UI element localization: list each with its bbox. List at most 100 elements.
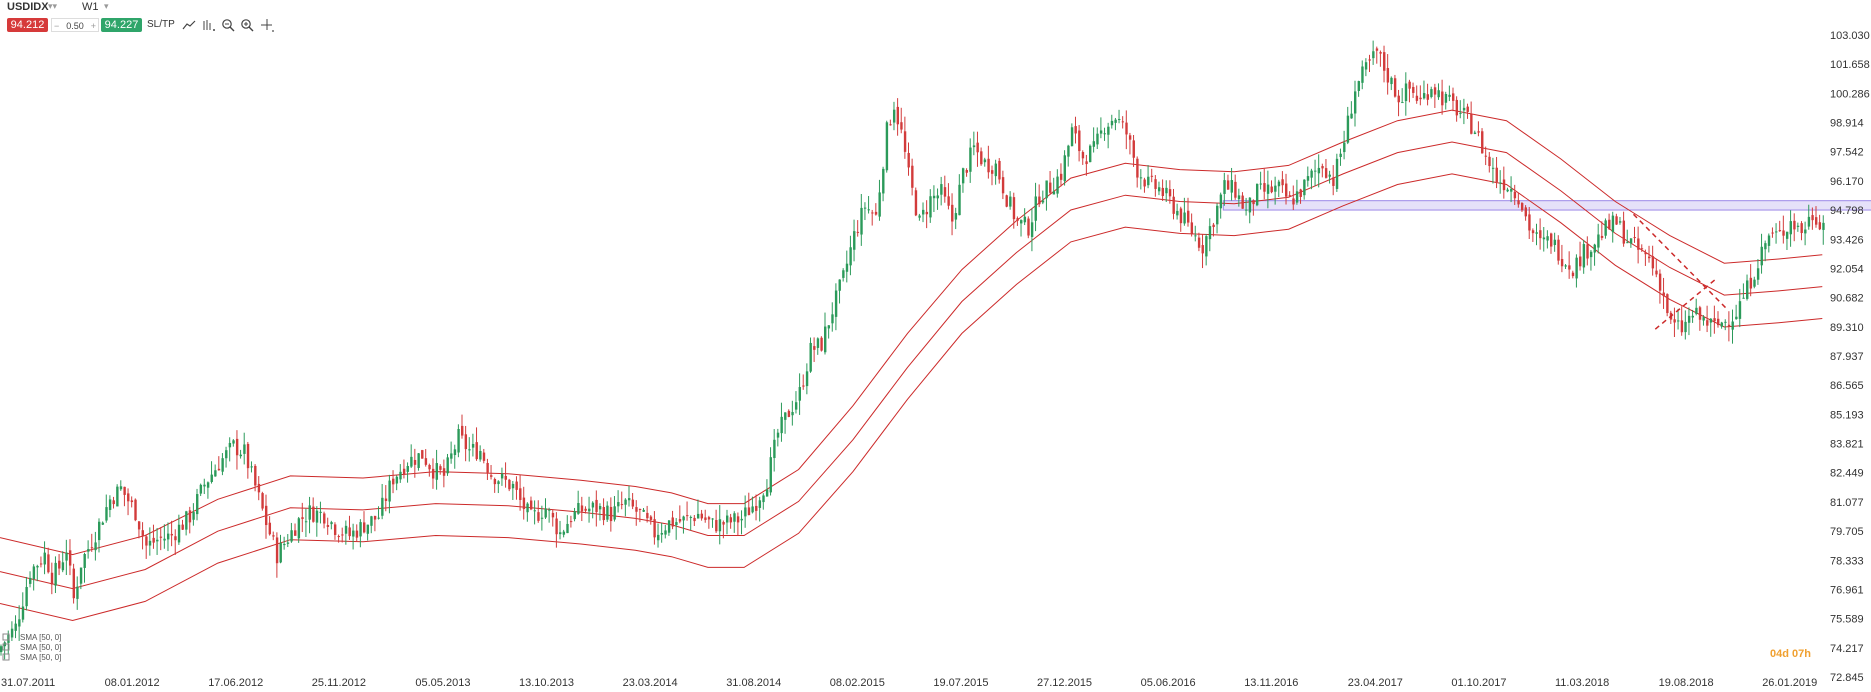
buy-button[interactable]: 94.227 bbox=[101, 18, 142, 32]
x-tick-label: 11.03.2018 bbox=[1555, 677, 1609, 689]
candle-body bbox=[268, 522, 272, 535]
zoom-in-icon[interactable] bbox=[240, 18, 254, 32]
minus-icon[interactable]: − bbox=[54, 21, 60, 31]
candle-body bbox=[1422, 93, 1426, 99]
resistance-zone[interactable] bbox=[1222, 200, 1871, 211]
candle-body bbox=[1049, 182, 1052, 193]
candle-body bbox=[733, 513, 736, 522]
candle-body bbox=[1368, 59, 1371, 61]
x-tick-label: 01.10.2017 bbox=[1451, 677, 1506, 689]
candle-body bbox=[39, 563, 43, 565]
candle-body bbox=[1132, 140, 1135, 158]
candle-body bbox=[609, 506, 613, 522]
candle-body bbox=[922, 209, 925, 215]
candle-body bbox=[511, 483, 515, 489]
candle-body bbox=[1658, 273, 1662, 291]
candle-body bbox=[1121, 121, 1125, 123]
trendlines[interactable] bbox=[1632, 213, 1729, 330]
zone-rect[interactable] bbox=[1222, 200, 1871, 211]
symbol-dropdown-icon[interactable]: ▾▾ bbox=[48, 1, 58, 11]
candle-body bbox=[1709, 318, 1713, 323]
candle-body bbox=[1190, 222, 1194, 234]
candle-body bbox=[326, 525, 330, 527]
candlesticks bbox=[0, 40, 1825, 660]
candle-body bbox=[417, 453, 420, 468]
y-tick-label: 96.170 bbox=[1830, 176, 1864, 188]
candle-body bbox=[1767, 235, 1771, 246]
candle-body bbox=[860, 207, 863, 235]
candle-body bbox=[664, 530, 667, 535]
candle-body bbox=[1680, 320, 1684, 333]
lot-value[interactable]: 0.50 bbox=[66, 21, 84, 31]
candle-body bbox=[475, 442, 478, 460]
sell-button[interactable]: 94.212 bbox=[7, 18, 48, 32]
candle-body bbox=[526, 503, 529, 513]
chart-toolbar: USDIDX ▾▾ W1 ▾ 94.212 − 0.50 + 94.227 SL… bbox=[0, 0, 320, 36]
candle-body bbox=[457, 429, 460, 453]
candle-body bbox=[1314, 170, 1317, 172]
candle-body bbox=[348, 527, 351, 537]
candle-body bbox=[508, 479, 511, 490]
timeframe-dropdown-icon[interactable]: ▾ bbox=[104, 1, 109, 11]
candle-body bbox=[170, 533, 174, 536]
symbol-label[interactable]: USDIDX bbox=[7, 1, 49, 13]
plus-icon[interactable]: + bbox=[90, 21, 96, 31]
indicator-legend: SMA [50, 0]SMA [50, 0]SMA [50, 0] bbox=[2, 633, 61, 662]
candle-body bbox=[424, 458, 428, 465]
candle-body bbox=[1666, 294, 1669, 314]
candle-body bbox=[1230, 180, 1233, 193]
sltp-button[interactable]: SL/TP bbox=[147, 19, 175, 30]
x-tick-label: 23.04.2017 bbox=[1348, 677, 1403, 689]
candle-body bbox=[203, 484, 206, 487]
candle-body bbox=[1292, 198, 1295, 205]
candle-body bbox=[1550, 233, 1553, 247]
candle-body bbox=[1528, 214, 1531, 231]
candle-body bbox=[1183, 212, 1186, 224]
zoom-out-icon[interactable] bbox=[221, 18, 235, 32]
candle-body bbox=[395, 476, 399, 484]
candle-body bbox=[892, 109, 896, 123]
candle-body bbox=[1513, 191, 1517, 199]
candle-body bbox=[1212, 224, 1215, 228]
line-chart-icon[interactable] bbox=[182, 18, 196, 32]
candle-body bbox=[174, 536, 177, 541]
candle-body bbox=[1804, 229, 1807, 234]
candle-body bbox=[1201, 245, 1204, 254]
candle-body bbox=[1237, 195, 1241, 200]
candle-body bbox=[1317, 167, 1321, 174]
lot-stepper[interactable]: − 0.50 + bbox=[51, 18, 99, 32]
y-tick-label: 81.077 bbox=[1830, 497, 1864, 509]
dashed-trendline[interactable] bbox=[1654, 277, 1718, 330]
x-tick-label: 19.07.2015 bbox=[933, 677, 988, 689]
indicators-icon[interactable] bbox=[202, 18, 216, 32]
candle-body bbox=[1306, 176, 1310, 181]
candle-body bbox=[903, 131, 907, 152]
candle-body bbox=[1771, 232, 1774, 234]
candle-body bbox=[344, 525, 348, 534]
candle-body bbox=[366, 524, 370, 534]
candle-body bbox=[515, 481, 518, 490]
candle-body bbox=[617, 502, 620, 507]
candle-body bbox=[1303, 179, 1306, 196]
candle-body bbox=[32, 566, 36, 580]
candle-body bbox=[1807, 216, 1811, 227]
time-axis[interactable]: 31.07.2011 08.01.2012 17.06.2012 25.11.2012… bbox=[1, 677, 1817, 689]
candle-body bbox=[682, 516, 685, 521]
dashed-trendline[interactable] bbox=[1632, 213, 1729, 311]
candle-body bbox=[1248, 197, 1252, 213]
crosshair-icon[interactable] bbox=[260, 18, 274, 32]
candle-body bbox=[1589, 251, 1593, 258]
price-axis[interactable]: 103.030 101.658 100.286 98.914 97.542 96.170 9… bbox=[1830, 30, 1870, 684]
candle-body bbox=[490, 475, 493, 477]
timeframe-label[interactable]: W1 bbox=[82, 1, 99, 13]
y-tick-label: 75.589 bbox=[1830, 614, 1864, 626]
candle-body bbox=[166, 533, 170, 540]
candle-body bbox=[1495, 167, 1498, 182]
candle-body bbox=[257, 483, 261, 493]
candle-body bbox=[1753, 279, 1756, 287]
candle-body bbox=[1702, 317, 1705, 321]
candle-body bbox=[392, 478, 395, 485]
candle-body bbox=[1470, 113, 1473, 134]
candle-body bbox=[1749, 277, 1753, 289]
